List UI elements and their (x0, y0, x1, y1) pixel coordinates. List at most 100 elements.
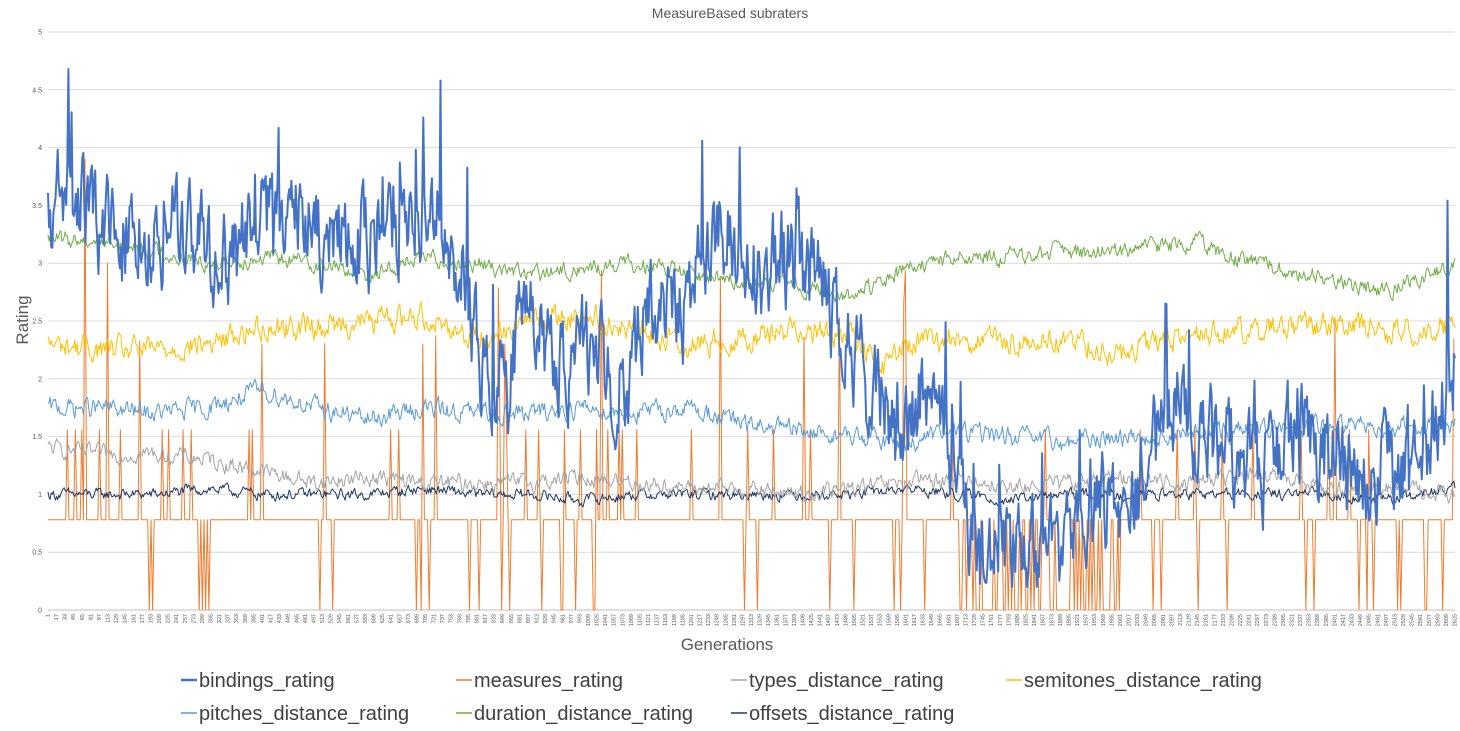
x-tick-label: 1649 (929, 614, 935, 626)
x-tick-label: 1233 (706, 614, 712, 626)
x-tick-label: 81 (88, 614, 94, 620)
x-tick-label: 977 (569, 614, 575, 623)
x-tick-label: 449 (286, 614, 292, 623)
y-tick-label: 5 (38, 30, 42, 37)
x-tick-label: 641 (389, 614, 395, 623)
series-line-offsets-distance-rating (47, 480, 1456, 508)
x-tick-label: 1569 (886, 614, 892, 626)
x-tick-label: 961 (560, 614, 566, 623)
x-tick-label: 2385 (1324, 614, 1330, 626)
x-tick-label: 481 (303, 614, 309, 623)
x-tick-label: 657 (397, 614, 403, 623)
x-tick-label: 433 (277, 614, 283, 623)
x-tick-label: 2529 (1401, 614, 1407, 626)
x-tick-label: 881 (517, 614, 523, 623)
x-tick-label: 689 (414, 614, 420, 623)
x-tick-label: 801 (474, 614, 480, 623)
x-tick-label: 577 (354, 614, 360, 623)
x-tick-label: 1361 (775, 614, 781, 626)
legend-label: pitches_distance_rating (199, 703, 409, 725)
x-tick-label: 65 (80, 614, 86, 620)
x-tick-label: 2241 (1247, 614, 1253, 626)
x-tick-label: 2417 (1341, 614, 1347, 626)
x-tick-label: 113 (106, 614, 112, 623)
x-tick-label: 145 (123, 614, 129, 623)
x-tick-label: 2193 (1221, 614, 1227, 626)
x-tick-label: 321 (217, 614, 223, 623)
x-tick-label: 1537 (869, 614, 875, 626)
series-line-pitches-distance-rating (47, 378, 1456, 453)
y-tick-label: 3 (38, 261, 42, 268)
x-tick-label: 2609 (1444, 614, 1450, 626)
x-tick-label: 2257 (1255, 614, 1261, 626)
x-tick-label: 1329 (758, 614, 764, 626)
x-tick-label: 1601 (903, 614, 909, 626)
x-tick-label: 849 (500, 614, 506, 623)
x-tick-label: 2561 (1418, 614, 1424, 626)
x-tick-label: 1905 (1066, 614, 1072, 626)
x-tick-label: 129 (114, 614, 120, 623)
x-tick-label: 1553 (878, 614, 884, 626)
x-tick-label: 2161 (1204, 614, 1210, 626)
x-tick-label: 2209 (1229, 614, 1235, 626)
x-tick-label: 1857 (1041, 614, 1047, 626)
x-tick-label: 1953 (1092, 614, 1098, 626)
x-tick-label: 1713 (963, 614, 969, 626)
x-tick-label: 2081 (1161, 614, 1167, 626)
x-tick-label: 2401 (1332, 614, 1338, 626)
y-tick-label: 1 (38, 492, 42, 499)
x-tick-label: 1473 (835, 614, 841, 626)
x-tick-label: 257 (183, 614, 189, 623)
x-tick-label: 2337 (1298, 614, 1304, 626)
x-tick-label: 2129 (1187, 614, 1193, 626)
x-tick-label: 673 (406, 614, 412, 623)
x-tick-label: 1809 (1015, 614, 1021, 626)
x-tick-label: 1249 (715, 614, 721, 626)
x-tick-label: 593 (363, 614, 369, 623)
x-tick-label: 177 (140, 614, 146, 623)
x-tick-label: 817 (483, 614, 489, 623)
x-axis-ticks: 1 17 33 49 65 81 97 113 129 145 161 177 193 209 225 241… (46, 614, 1459, 626)
x-tick-label: 1009 (586, 614, 592, 626)
x-tick-label: 97 (97, 614, 103, 620)
x-tick-label: 705 (423, 614, 429, 623)
x-tick-label: 865 (509, 614, 515, 623)
x-tick-label: 1137 (655, 614, 661, 626)
x-tick-label: 2273 (1264, 614, 1270, 626)
x-tick-label: 1505 (852, 614, 858, 626)
x-tick-label: 2289 (1272, 614, 1278, 626)
x-tick-label: 1489 (843, 614, 849, 626)
x-tick-label: 1409 (800, 614, 806, 626)
legend-label: measures_rating (474, 670, 623, 692)
legend-label: types_distance_rating (749, 670, 944, 692)
x-tick-label: 337 (226, 614, 232, 623)
x-tick-label: 929 (543, 614, 549, 623)
x-tick-label: 2033 (1135, 614, 1141, 626)
x-tick-label: 1281 (732, 614, 738, 626)
x-tick-label: 2065 (1152, 614, 1158, 626)
x-tick-label: 1937 (1084, 614, 1090, 626)
y-tick-label: 4.5 (32, 87, 42, 94)
x-tick-label: 273 (191, 614, 197, 623)
x-tick-label: 1089 (629, 614, 635, 626)
x-tick-label: 1825 (1024, 614, 1030, 626)
x-tick-label: 545 (337, 614, 343, 623)
x-tick-label: 1745 (981, 614, 987, 626)
x-tick-label: 561 (346, 614, 352, 623)
x-tick-label: 1297 (740, 614, 746, 626)
x-tick-label: 1345 (766, 614, 772, 626)
x-tick-label: 1889 (1058, 614, 1064, 626)
x-tick-label: 625 (380, 614, 386, 623)
x-tick-label: 2593 (1435, 614, 1441, 626)
x-tick-label: 1073 (620, 614, 626, 626)
x-tick-label: 2545 (1410, 614, 1416, 626)
legend-label: bindings_rating (199, 670, 335, 692)
y-tick-label: 0.5 (32, 550, 42, 557)
x-tick-label: 225 (166, 614, 172, 623)
series-line-semitones-distance-rating (47, 301, 1456, 375)
x-tick-label: 2049 (1144, 614, 1150, 626)
x-tick-label: 1969 (1101, 614, 1107, 626)
x-tick-label: 1 (46, 614, 52, 617)
x-tick-label: 1729 (972, 614, 978, 626)
